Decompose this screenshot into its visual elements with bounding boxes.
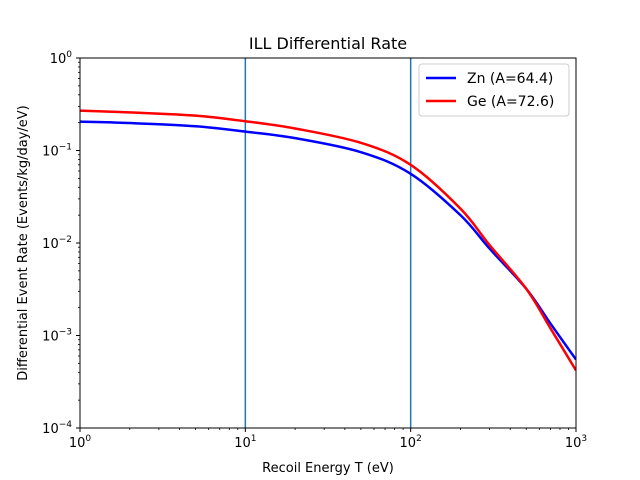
x-tick-label-1: 101 xyxy=(234,434,256,451)
x-tick-label-3: 103 xyxy=(565,434,587,451)
x-tick-label-0: 100 xyxy=(69,434,92,451)
chart-title: ILL Differential Rate xyxy=(249,34,407,53)
y-axis-label: Differential Event Rate (Events/kg/day/e… xyxy=(16,105,31,381)
y-tick-label-1: 10−3 xyxy=(42,328,72,345)
legend-label-0: Zn (A=64.4) xyxy=(467,71,553,87)
x-tick-label-2: 102 xyxy=(400,434,422,451)
plot-area: 100 101 102 103 10−4 10−3 10−2 10−1 100 xyxy=(42,50,587,451)
y-tick-label-3: 10−1 xyxy=(42,143,72,160)
x-axis-label: Recoil Energy T (eV) xyxy=(262,461,394,476)
legend-box xyxy=(418,63,570,117)
y-tick-label-4: 100 xyxy=(50,50,73,67)
legend-label-1: Ge (A=72.6) xyxy=(467,94,554,110)
series-line-1 xyxy=(80,109,576,371)
legend: Zn (A=64.4) Ge (A=72.6) xyxy=(418,63,570,117)
series-group xyxy=(80,109,576,371)
y-tick-label-2: 10−2 xyxy=(42,235,72,252)
y-tick-label-0: 10−4 xyxy=(42,420,72,437)
